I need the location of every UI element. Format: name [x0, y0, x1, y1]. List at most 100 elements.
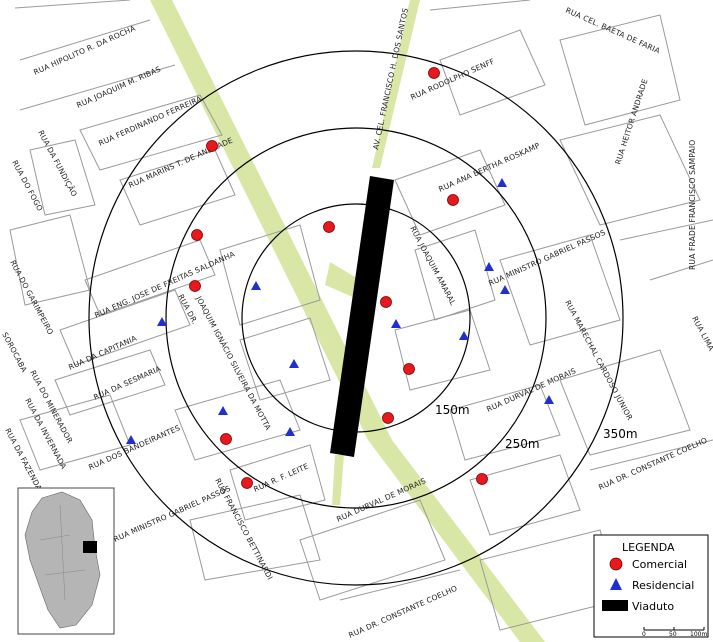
- street-label: RUA ENG. JOSE DE FREITAS SALDANHA: [93, 249, 237, 320]
- commercial-marker: [191, 229, 203, 241]
- block-line: [649, 259, 713, 281]
- inset-districts: [39, 504, 86, 601]
- street-label: RUA JOAQUIM AMARAL: [408, 225, 458, 308]
- residential-marker: [289, 359, 299, 368]
- inset-city-shape: [24, 491, 101, 629]
- block: [299, 499, 446, 601]
- block: [394, 309, 491, 391]
- legend-residential-symbol: [610, 578, 622, 590]
- commercial-marker: [403, 363, 415, 375]
- residential-marker: [218, 406, 228, 415]
- street-label: RUA MARINS T. DE ANDRADE: [127, 136, 234, 190]
- street-label: RUA DA CAPITANIA: [67, 333, 139, 371]
- legend-commercial-label: Comercial: [632, 558, 687, 571]
- block: [239, 317, 331, 401]
- commercial-marker: [323, 221, 335, 233]
- street-label: RUA HIPOLITO R. DA ROCHA: [32, 23, 137, 76]
- block: [29, 139, 96, 216]
- ring-350m: [88, 50, 624, 586]
- block: [414, 229, 496, 321]
- block-line: [339, 569, 461, 601]
- residential-marker: [497, 178, 507, 187]
- legend-viaduct-label: Viaduto: [632, 600, 674, 613]
- commercial-marker: [206, 140, 218, 152]
- green-island: [325, 262, 360, 298]
- inset-map: [17, 487, 115, 635]
- residential-markers: [126, 178, 554, 444]
- street-label: RUA HEITOR ANDRADE: [613, 78, 649, 166]
- legend-residential-label: Residencial: [632, 579, 694, 592]
- street-label: RUA MARECHAL CARDOSO JÚNIOR: [563, 299, 634, 422]
- street-label: RUA DA SESMARIA: [92, 364, 163, 402]
- commercial-marker: [476, 473, 488, 485]
- block: [79, 94, 223, 171]
- block: [174, 379, 301, 461]
- street-label: RUA MINISTRO GABRIEL PASSOS: [112, 484, 232, 544]
- commercial-marker: [447, 194, 459, 206]
- ring-250m: [165, 127, 547, 509]
- commercial-marker: [380, 296, 392, 308]
- street-blocks: [9, 0, 713, 631]
- residential-marker: [391, 319, 401, 328]
- residential-marker: [544, 395, 554, 404]
- street-label: RUA FRADE FRANCISCO SAMPAIO: [688, 140, 697, 270]
- ring-label-350m: 350m: [603, 427, 638, 441]
- commercial-marker: [189, 280, 201, 292]
- block-line: [19, 19, 151, 61]
- commercial-marker: [241, 477, 253, 489]
- block-line: [429, 0, 531, 11]
- block: [219, 224, 321, 326]
- green-corridor-avenue: [372, 0, 420, 168]
- street-label: RUA CEL. BAETA DE FARIA: [564, 6, 662, 56]
- block: [439, 29, 546, 116]
- residential-marker: [126, 435, 136, 444]
- street-label: RUA DOS BANDEIRANTES: [87, 423, 181, 472]
- block: [499, 234, 621, 346]
- street-label: RUA R. F. LEITE: [252, 461, 310, 493]
- residential-marker: [285, 427, 295, 436]
- street-label: RUA MINISTRO GABRIEL PASSOS: [487, 228, 607, 288]
- legend-title: LEGENDA: [622, 541, 675, 554]
- block: [559, 349, 691, 456]
- street-label: JOAQUIM IGNÁCIO SILVEIRA DA MOTTA: [194, 294, 273, 432]
- block: [559, 114, 701, 226]
- street-label: RUA LIMA: [690, 315, 713, 353]
- block-line: [619, 219, 713, 241]
- street-label: RUA DA FUNDIÇÃO: [36, 129, 79, 198]
- street-label: AV. CEL. FRANCISCO H. DOS SANTOS: [371, 7, 410, 150]
- commercial-marker: [220, 433, 232, 445]
- ring-label-250m: 250m: [505, 437, 540, 451]
- block: [469, 454, 581, 536]
- block-line: [14, 0, 131, 9]
- commercial-marker: [382, 412, 394, 424]
- residential-marker: [459, 331, 469, 340]
- scale-bar: 0 50 100m: [642, 627, 707, 638]
- residential-marker: [157, 317, 167, 326]
- scale-label: 50: [669, 631, 677, 638]
- street-label: SOROCABA: [0, 331, 29, 375]
- street-label: RUA ANA BERTHA ROSKAMP: [437, 141, 541, 194]
- block: [84, 239, 216, 316]
- street-label: RUA DR. CONSTANTE COELHO: [347, 584, 459, 640]
- block: [229, 444, 326, 521]
- block: [449, 384, 561, 461]
- block: [19, 394, 131, 471]
- street-label: RUA DA FAZENDA: [3, 427, 44, 493]
- block-line: [19, 64, 176, 111]
- commercial-marker: [428, 67, 440, 79]
- block: [189, 494, 321, 581]
- block: [54, 349, 166, 416]
- scale-label: 100m: [690, 631, 707, 638]
- block: [9, 214, 91, 306]
- residential-marker: [484, 262, 494, 271]
- green-corridor-south: [332, 455, 344, 505]
- block: [59, 289, 191, 366]
- street-label: RUA FRANCISCO BETTINARDI: [213, 477, 274, 582]
- street-label: RUA JOAQUIM M. RIBAS: [75, 64, 162, 109]
- block: [119, 149, 236, 226]
- scale-label: 0: [642, 631, 646, 638]
- street-label: RUA DO FOGO: [10, 159, 44, 213]
- street-label: RUA DO GARIMPEIRO: [8, 259, 55, 337]
- legend: LEGENDA Comercial Residencial Viaduto 0 …: [593, 534, 709, 638]
